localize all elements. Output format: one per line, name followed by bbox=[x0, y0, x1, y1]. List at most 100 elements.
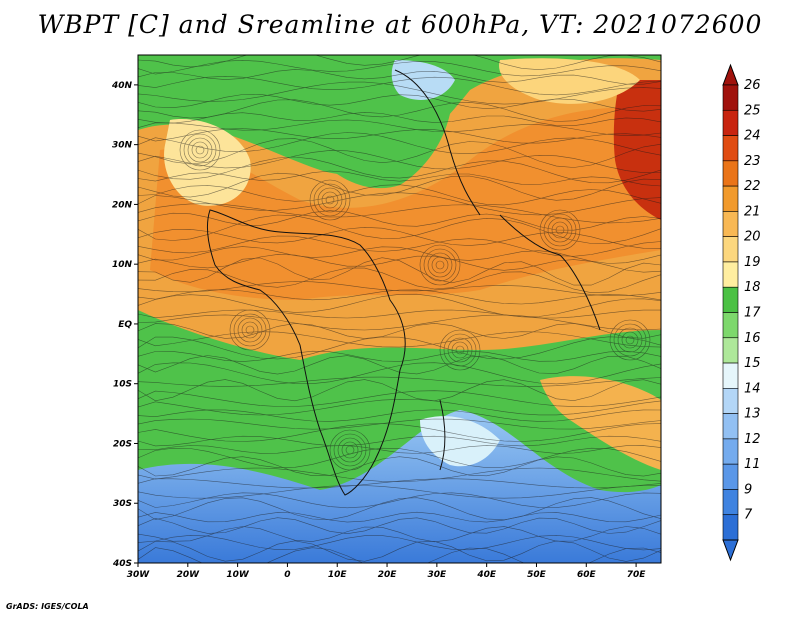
streamline bbox=[138, 435, 661, 447]
yellow-northeast bbox=[499, 58, 640, 104]
india-coast bbox=[499, 214, 601, 331]
streamline-eddy bbox=[423, 248, 457, 282]
credit-label: GrADS: IGES/COLA bbox=[6, 602, 89, 611]
africa-outline bbox=[207, 209, 406, 496]
colorbar-bin bbox=[722, 362, 739, 389]
streamline bbox=[138, 526, 661, 543]
streamline bbox=[138, 210, 661, 231]
streamline-eddy bbox=[345, 445, 355, 455]
pale-pocket-south bbox=[420, 416, 500, 467]
wbpt-field bbox=[138, 55, 661, 563]
lon-tick-label: 20W bbox=[177, 570, 201, 580]
lat-tick-label: 20N bbox=[112, 200, 133, 210]
lon-tick-label: 10E bbox=[328, 570, 348, 580]
streamline bbox=[138, 540, 661, 562]
warm-tongue-east bbox=[540, 376, 661, 470]
streamline-eddy bbox=[329, 429, 371, 471]
lat-axis: 40N 30N 20N 10N EQ 10S 20S 30S 40S bbox=[111, 81, 138, 569]
colorbar-label: 17 bbox=[744, 306, 761, 321]
streamline bbox=[138, 350, 661, 362]
lon-tick-label: 60E bbox=[577, 570, 597, 580]
streamline bbox=[138, 517, 661, 535]
colorbar-label: 22 bbox=[744, 179, 761, 194]
streamline-eddy bbox=[179, 129, 221, 171]
streamline-eddy bbox=[337, 437, 363, 463]
streamline-eddy bbox=[435, 260, 445, 270]
colorbar-bin bbox=[722, 211, 739, 237]
colorbar-bin bbox=[722, 286, 739, 313]
streamline-eddy bbox=[233, 313, 267, 347]
streamline-eddy bbox=[543, 213, 577, 247]
streamline bbox=[138, 322, 661, 339]
streamline-eddy bbox=[613, 323, 647, 357]
streamline-eddy bbox=[309, 179, 351, 221]
colorbar-bin bbox=[722, 84, 739, 111]
middle-east-coast bbox=[394, 69, 481, 216]
streamline bbox=[138, 170, 661, 187]
lat-tick-label: 40S bbox=[112, 559, 132, 569]
streamline bbox=[138, 492, 661, 509]
colorbar-min-arrow bbox=[722, 539, 739, 562]
streamline-eddy bbox=[191, 141, 209, 159]
streamline-eddy bbox=[431, 256, 449, 274]
streamline-eddy bbox=[195, 145, 205, 155]
lon-tick-label: 40E bbox=[476, 570, 497, 580]
streamline bbox=[138, 246, 661, 264]
streamline bbox=[138, 254, 661, 273]
lat-tick-label: 30S bbox=[113, 499, 132, 509]
streamline-eddy bbox=[547, 217, 573, 243]
streamlines bbox=[138, 55, 661, 563]
colorbar-bin bbox=[722, 514, 739, 541]
streamline bbox=[138, 390, 661, 407]
lat-tick-label: 10S bbox=[113, 380, 132, 390]
streamline bbox=[138, 362, 661, 385]
streamline bbox=[138, 534, 661, 551]
streamline bbox=[138, 226, 661, 249]
streamline bbox=[138, 445, 661, 454]
streamline-eddy bbox=[229, 309, 271, 351]
streamline-eddy bbox=[555, 225, 565, 235]
colorbar-label: 7 bbox=[744, 508, 753, 523]
streamline-eddy bbox=[317, 187, 343, 213]
streamline bbox=[138, 192, 661, 216]
coastlines bbox=[207, 69, 601, 496]
streamline-eddy bbox=[183, 133, 217, 167]
streamline bbox=[138, 172, 661, 201]
lon-tick-label: 30W bbox=[127, 570, 151, 580]
colorbar-bin bbox=[722, 160, 739, 187]
colorbar-label: 13 bbox=[744, 407, 761, 422]
streamline-eddy bbox=[551, 221, 569, 239]
streamline bbox=[138, 150, 661, 174]
streamline bbox=[138, 309, 661, 319]
lon-tick-label: 0 bbox=[284, 570, 290, 580]
streamline bbox=[138, 467, 661, 483]
streamline-eddy bbox=[333, 433, 367, 467]
colorbar-label: 23 bbox=[744, 154, 761, 169]
streamline bbox=[138, 138, 661, 168]
streamline-eddy bbox=[443, 333, 477, 367]
streamline-eddy bbox=[427, 252, 453, 278]
colorbar-label: 20 bbox=[744, 230, 761, 245]
streamline bbox=[138, 511, 661, 523]
lon-axis: 30W 20W 10W 0 10E 20E 30E 40E 50E 60E 70E bbox=[127, 563, 646, 580]
streamline bbox=[138, 418, 661, 430]
streamline bbox=[138, 93, 661, 112]
streamline-eddy bbox=[439, 329, 481, 371]
streamline bbox=[138, 478, 661, 489]
streamline bbox=[138, 111, 661, 127]
colorbar-label: 15 bbox=[744, 356, 761, 371]
lat-tick-label: 30N bbox=[112, 141, 133, 151]
map-frame bbox=[137, 54, 662, 564]
streamline bbox=[138, 235, 661, 257]
streamline bbox=[138, 214, 661, 244]
colorbar-label: 14 bbox=[744, 381, 761, 396]
streamline bbox=[138, 497, 661, 521]
streamline bbox=[138, 293, 661, 318]
streamline-eddy bbox=[187, 137, 213, 163]
streamline-eddy bbox=[447, 337, 473, 363]
streamline-eddy bbox=[313, 183, 347, 217]
colorbar-label: 16 bbox=[744, 331, 761, 346]
streamline bbox=[138, 485, 661, 499]
colorbar-bin bbox=[722, 413, 739, 440]
lat-tick-label: EQ bbox=[118, 320, 132, 330]
